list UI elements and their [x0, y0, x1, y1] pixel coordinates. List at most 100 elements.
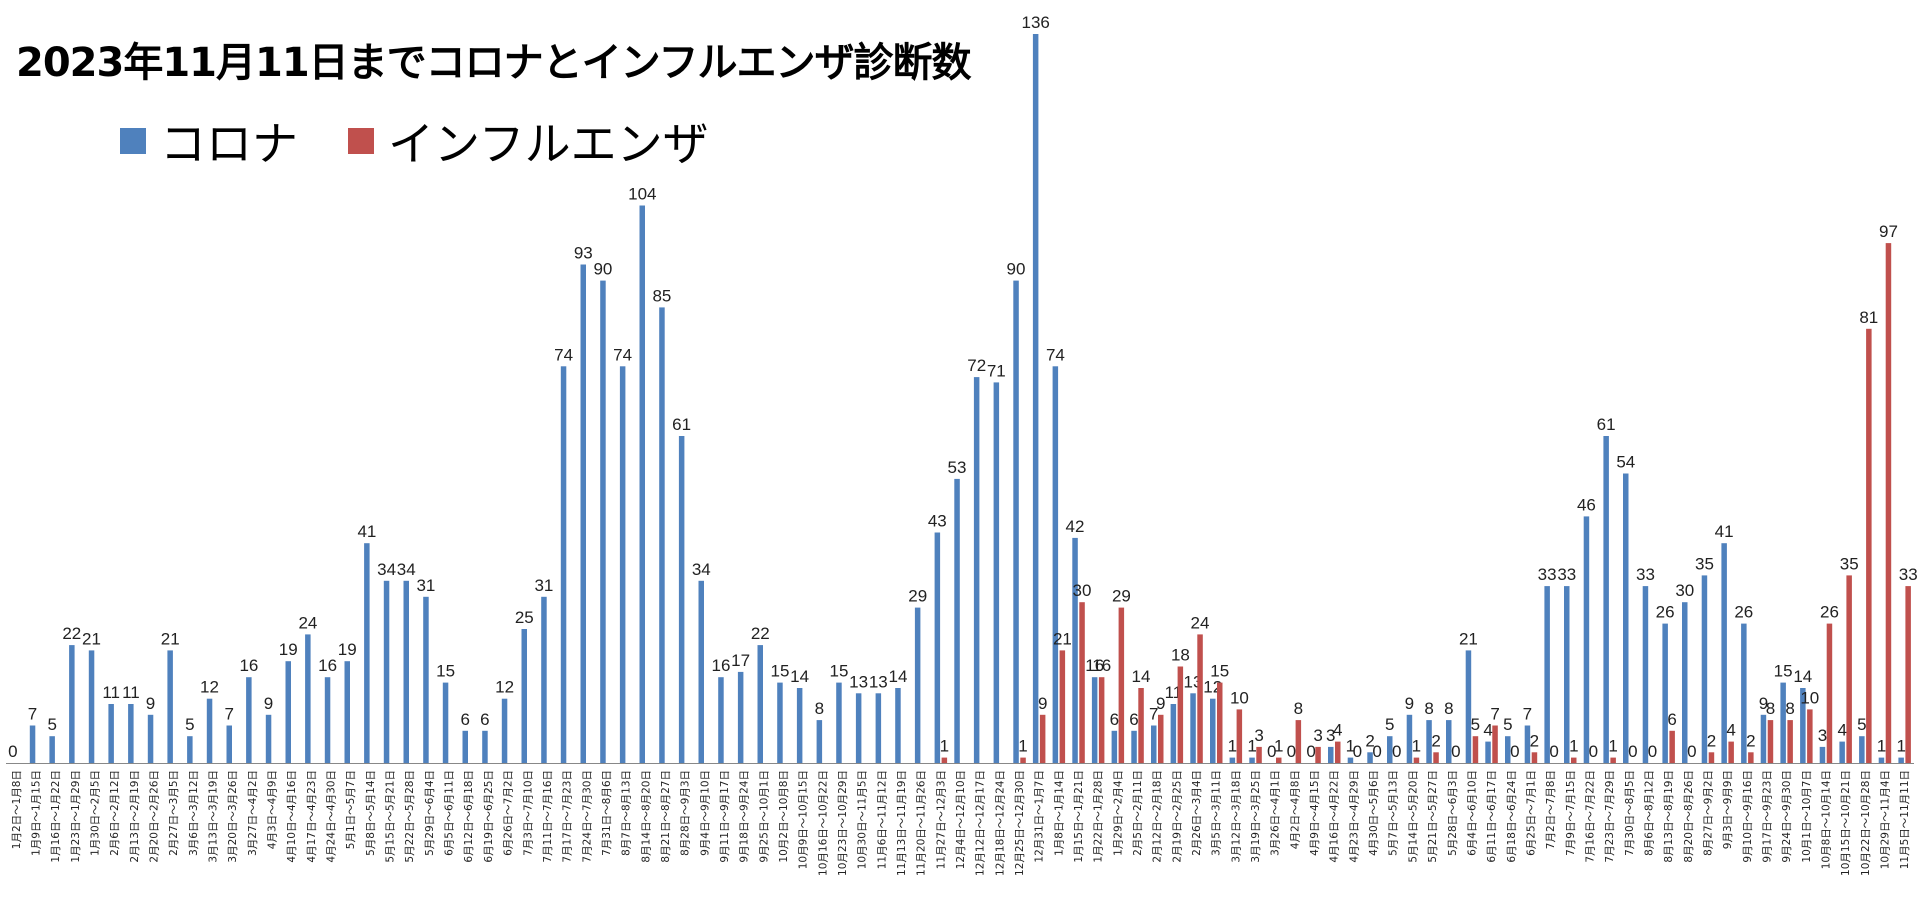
covid-bar — [423, 596, 429, 763]
x-tick-label: 10月9日～10月15日 — [798, 770, 810, 869]
covid-value-label: 1 — [1896, 737, 1905, 756]
x-tick-label: 7月2日～7月8日 — [1545, 770, 1557, 849]
covid-value-label: 42 — [1066, 517, 1085, 536]
covid-value-label: 90 — [593, 260, 612, 279]
x-tick-label: 3月27日～4月2日 — [247, 770, 259, 856]
covid-value-label: 3 — [1326, 726, 1335, 745]
covid-bar — [88, 650, 95, 763]
influenza-value-label: 29 — [1112, 587, 1131, 606]
covid-bar — [1839, 741, 1845, 763]
influenza-bar — [1059, 650, 1066, 763]
covid-bar — [993, 382, 1000, 763]
x-tick-label: 3月13日～3月19日 — [208, 770, 220, 863]
covid-value-label: 12 — [200, 678, 219, 697]
influenza-value-label: 10 — [1230, 688, 1249, 707]
influenza-value-label: 35 — [1840, 554, 1859, 573]
legend-swatch-influenza — [348, 128, 374, 154]
covid-value-label: 33 — [1557, 565, 1576, 584]
influenza-value-label: 1 — [1412, 737, 1421, 756]
covid-bar — [1603, 436, 1609, 763]
covid-bar — [1072, 537, 1078, 763]
covid-value-label: 24 — [298, 613, 317, 632]
x-tick-label: 5月22日～5月28日 — [404, 770, 416, 863]
covid-bar — [1819, 746, 1826, 763]
covid-bar — [265, 714, 272, 763]
influenza-value-label: 3 — [1254, 726, 1263, 745]
influenza-value-label: 26 — [1820, 603, 1839, 622]
influenza-value-label: 81 — [1859, 308, 1878, 327]
influenza-value-label: 0 — [1510, 742, 1519, 761]
covid-bar — [29, 725, 36, 763]
x-tick-label: 7月3日～7月10日 — [522, 770, 534, 856]
covid-bar — [1524, 725, 1531, 763]
covid-value-label: 9 — [146, 694, 155, 713]
influenza-value-label: 18 — [1171, 646, 1190, 665]
x-tick-label: 7月23日～7月29日 — [1604, 770, 1616, 863]
covid-value-label: 74 — [1046, 345, 1065, 364]
x-tick-label: 3月26日～4月1日 — [1270, 770, 1282, 856]
x-tick-label: 1月30日～2月5日 — [90, 770, 102, 856]
x-tick-label: 5月28日～6月3日 — [1447, 770, 1459, 856]
covid-value-label: 16 — [1085, 656, 1104, 675]
chart-title: 2023年11月11日までコロナとインフルエンザ診断数 — [16, 40, 971, 86]
covid-bar — [1111, 730, 1118, 763]
covid-value-label: 30 — [1675, 581, 1694, 600]
covid-bar — [1741, 623, 1747, 763]
covid-bar — [501, 698, 508, 763]
influenza-bar — [1669, 730, 1675, 763]
covid-bar — [580, 264, 586, 763]
x-tick-label: 4月24日～4月30日 — [326, 770, 338, 863]
x-tick-label: 5月15日～5月21日 — [385, 770, 397, 863]
covid-bar — [1760, 714, 1767, 763]
x-tick-label: 12月25日～12月30日 — [1014, 770, 1026, 876]
influenza-bar — [1118, 607, 1125, 763]
legend: コロナ インフルエンザ — [120, 108, 759, 174]
influenza-value-label: 4 — [1726, 721, 1735, 740]
covid-bar — [1662, 623, 1668, 763]
legend-label-covid: コロナ — [160, 117, 298, 171]
influenza-value-label: 0 — [1589, 742, 1598, 761]
covid-bar — [1190, 693, 1196, 763]
covid-bar — [895, 688, 901, 763]
covid-bar — [1878, 757, 1885, 763]
covid-value-label: 61 — [672, 415, 691, 434]
influenza-bar — [1905, 586, 1911, 763]
influenza-value-label: 1 — [1018, 737, 1027, 756]
x-tick-label: 7月9日～7月15日 — [1565, 770, 1577, 856]
covid-bar — [1052, 366, 1059, 763]
covid-value-label: 8 — [1424, 699, 1433, 718]
covid-value-label: 16 — [239, 656, 258, 675]
covid-value-label: 0 — [1287, 742, 1296, 761]
x-tick-label: 2月27日～3月5日 — [168, 770, 180, 856]
influenza-bar — [1177, 666, 1184, 763]
covid-value-label: 34 — [397, 560, 416, 579]
covid-value-label: 8 — [815, 699, 824, 718]
x-tick-label: 4月16日～4月22日 — [1329, 770, 1341, 863]
covid-bar — [796, 688, 803, 763]
covid-bar — [1032, 34, 1039, 763]
covid-bar — [1564, 586, 1570, 763]
covid-value-label: 7 — [1149, 705, 1158, 724]
influenza-bar — [1748, 752, 1754, 763]
influenza-bar — [1039, 714, 1046, 763]
x-tick-label: 7月31日～8月6日 — [601, 770, 613, 856]
covid-bar — [1682, 602, 1688, 763]
covid-bar — [1800, 688, 1806, 763]
influenza-bar — [1571, 757, 1577, 763]
covid-bar — [1249, 757, 1255, 763]
covid-value-label: 74 — [554, 345, 573, 364]
x-tick-label: 5月14日～5月20日 — [1407, 770, 1419, 863]
covid-bar — [659, 307, 665, 763]
influenza-bar — [1276, 757, 1282, 763]
covid-bar — [541, 596, 547, 763]
x-tick-label: 9月4日～9月10日 — [699, 770, 711, 856]
covid-value-label: 34 — [692, 560, 711, 579]
covid-value-label: 2 — [1365, 731, 1374, 750]
covid-bar — [816, 720, 823, 763]
covid-value-label: 6 — [460, 710, 469, 729]
x-tick-label: 5月1日～5月7日 — [345, 770, 357, 849]
influenza-bar — [1846, 575, 1852, 763]
influenza-value-label: 5 — [1471, 715, 1480, 734]
covid-bar — [226, 725, 232, 763]
